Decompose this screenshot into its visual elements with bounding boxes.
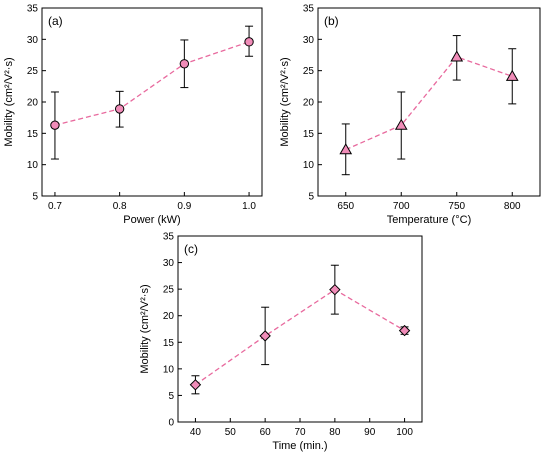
data-point-b — [505, 69, 519, 81]
plot-frame-c — [177, 235, 423, 423]
panel-label-a: (a) — [48, 14, 63, 28]
series-line-b — [345, 56, 513, 151]
chart-panel-b: (b) 650 700 750 800 5 10 15 20 25 30 35 Temperature … — [279, 4, 541, 226]
data-point-a — [50, 120, 60, 130]
y-axis-title-c: Mobility (cm²/V²·s) — [139, 284, 151, 373]
x-axis-title-a: Power (kW) — [123, 214, 180, 226]
x-tick-label-a: 1.0 — [242, 201, 256, 212]
y-tick-label-a: 20 — [27, 98, 39, 109]
x-axis-title-c: Time (min.) — [272, 440, 327, 452]
data-point-c — [398, 324, 411, 337]
x-tick-label-c: 40 — [190, 427, 202, 438]
y-tick-label-b: 15 — [303, 129, 315, 140]
panel-label-c: (c) — [184, 242, 198, 256]
data-point-b — [394, 118, 408, 130]
x-tick-label-a: 0.8 — [113, 201, 127, 212]
x-tick-label-a: 0.9 — [177, 201, 191, 212]
data-point-c — [329, 283, 341, 296]
y-tick-label-c: 20 — [163, 311, 175, 322]
y-tick-label-c: 30 — [163, 258, 175, 269]
y-tick-label-a: 30 — [27, 35, 39, 46]
y-tick-label-a: 15 — [27, 129, 39, 140]
chart-panel-a: (a) 0.7 0.8 0.9 1.0 5 10 15 20 25 30 35 Power (kW) Mo… — [3, 4, 263, 226]
y-tick-label-b: 5 — [308, 192, 314, 203]
chart-panel-c: (c) 40 50 60 70 80 90 100 0 5 10 15 20 25 30 35 Time (mi… — [139, 232, 423, 452]
data-point-c — [259, 330, 271, 342]
x-tick-label-c: 80 — [329, 427, 341, 438]
data-point-b — [339, 143, 353, 155]
data-point-a — [179, 59, 190, 69]
y-tick-label-a: 35 — [27, 4, 39, 15]
y-axis-title-a: Mobility (cm²/V²·s) — [3, 57, 15, 146]
data-point-c — [189, 379, 202, 391]
y-axis-title-b: Mobility (cm²/V²·s) — [279, 57, 291, 146]
y-tick-label-b: 35 — [303, 4, 315, 15]
y-tick-label-a: 10 — [27, 160, 39, 171]
y-tick-label-c: 35 — [163, 232, 175, 243]
x-tick-label-b: 750 — [448, 201, 465, 212]
y-tick-label-b: 30 — [303, 35, 315, 46]
y-tick-label-b: 20 — [303, 98, 315, 109]
y-tick-label-c: 10 — [163, 364, 175, 375]
x-tick-label-c: 50 — [225, 427, 237, 438]
x-axis-title-b: Temperature (°C) — [387, 214, 471, 226]
y-tick-label-c: 25 — [163, 285, 175, 296]
x-tick-label-b: 800 — [504, 201, 521, 212]
y-tick-label-c: 15 — [163, 338, 175, 349]
x-tick-label-b: 650 — [337, 201, 354, 212]
y-tick-label-c: 0 — [168, 418, 174, 429]
x-tick-label-b: 700 — [393, 201, 410, 212]
series-line-c — [195, 288, 405, 386]
y-tick-label-a: 5 — [32, 192, 38, 203]
x-tick-label-c: 60 — [260, 427, 272, 438]
x-tick-label-c: 70 — [294, 427, 306, 438]
y-tick-label-b: 25 — [303, 66, 315, 77]
x-tick-label-c: 90 — [364, 427, 376, 438]
data-point-a — [244, 37, 254, 47]
plot-frame-a — [41, 7, 263, 197]
plot-frame-b — [317, 7, 541, 197]
series-line-a — [54, 41, 250, 126]
data-point-b — [450, 50, 464, 62]
y-tick-label-a: 25 — [27, 66, 39, 77]
y-tick-label-b: 10 — [303, 160, 315, 171]
x-tick-label-c: 100 — [396, 427, 413, 438]
panel-label-b: (b) — [324, 14, 339, 28]
y-tick-label-c: 5 — [168, 391, 174, 402]
x-tick-label-a: 0.7 — [48, 201, 62, 212]
data-point-a — [114, 104, 125, 114]
